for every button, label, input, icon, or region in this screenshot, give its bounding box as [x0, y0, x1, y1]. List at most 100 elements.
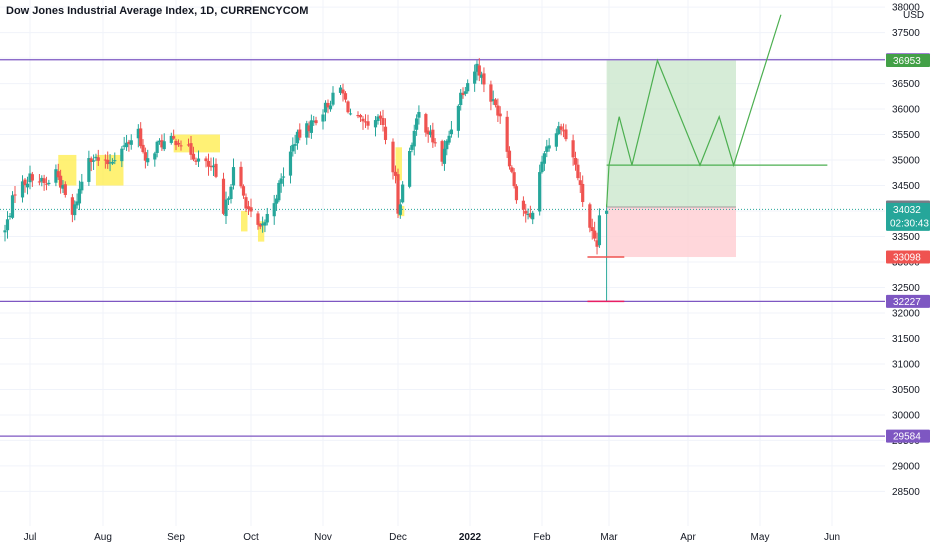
candle-body: [261, 223, 265, 226]
candle-body: [391, 141, 395, 173]
candle-body: [341, 89, 345, 94]
candle-body: [94, 156, 98, 159]
candle-body: [143, 152, 147, 161]
candle-body: [401, 184, 405, 203]
y-tick-label: 35000: [892, 156, 920, 167]
candle-body: [545, 146, 549, 152]
candle-body: [54, 169, 58, 183]
y-tick-label: 29000: [892, 461, 920, 472]
candle-body: [491, 99, 495, 101]
candle-body: [595, 240, 599, 247]
candle-body: [221, 178, 226, 214]
candle-body: [461, 92, 465, 95]
y-tick-label: 35500: [892, 130, 920, 141]
candle-body: [162, 141, 166, 150]
price-axis[interactable]: 2850029000295003000030500310003150032000…: [885, 0, 932, 550]
candle-body: [338, 87, 343, 93]
candle-body: [256, 213, 260, 225]
candle-body: [146, 158, 150, 163]
candle-body: [323, 102, 328, 113]
candle-body: [321, 114, 325, 122]
candle-body: [80, 181, 84, 191]
candle-body: [295, 131, 300, 144]
candle-body: [554, 133, 558, 147]
highlight-box: [58, 154, 77, 186]
candle-body: [590, 227, 594, 232]
x-tick-label: May: [751, 532, 770, 543]
candle-body: [87, 158, 91, 182]
level-badge-low-text: 29584: [893, 432, 921, 443]
price-axis-background: [885, 0, 932, 550]
y-tick-label: 32500: [892, 283, 920, 294]
candle-body: [8, 215, 12, 218]
candle-body: [293, 144, 297, 146]
y-tick-label: 31000: [892, 359, 920, 370]
candle-body: [376, 116, 380, 122]
candle-body: [573, 157, 578, 165]
candle-body: [298, 129, 302, 138]
candle-body: [56, 171, 60, 178]
x-tick-label: Nov: [314, 532, 332, 543]
candle-body: [186, 144, 191, 146]
candle-body: [496, 105, 500, 116]
candle-body: [288, 151, 293, 176]
y-tick-label: 30500: [892, 385, 920, 396]
x-tick-label: Aug: [94, 532, 112, 543]
candle-body: [507, 150, 512, 167]
candle-body: [20, 181, 25, 198]
candle-body: [356, 115, 360, 117]
candle-body: [564, 129, 568, 140]
candle-body: [528, 213, 532, 218]
candle-body: [314, 120, 318, 124]
y-tick-label: 30000: [892, 410, 920, 421]
candle-body: [42, 178, 46, 183]
candle-body: [410, 144, 414, 150]
candle-body: [108, 162, 112, 164]
time-axis[interactable]: Jul Aug Sep Oct Nov Dec 2022 Feb Mar Apr May Jun: [24, 532, 840, 543]
candle-body: [393, 171, 398, 176]
stop-badge: [886, 250, 930, 264]
candle-body: [136, 128, 140, 139]
candle-body: [120, 148, 124, 162]
stop-badge-text: 33098: [893, 253, 921, 264]
level-badge-mid: [886, 294, 930, 308]
candle-body: [214, 163, 218, 177]
candle-body: [153, 153, 157, 160]
candle-body: [244, 197, 248, 209]
candle-body: [531, 212, 535, 220]
candle-body: [343, 93, 348, 100]
target-badge-text: 36953: [893, 56, 921, 67]
candle-body: [263, 222, 267, 226]
candle-body: [91, 160, 96, 162]
candle-body: [588, 204, 592, 228]
candle-body: [424, 114, 428, 133]
candle-body: [139, 128, 143, 147]
candle-body: [498, 113, 502, 117]
highlight-box: [395, 147, 402, 181]
candle-body: [246, 206, 251, 210]
candle-body: [542, 153, 546, 164]
candle-body: [231, 167, 236, 186]
candle-body: [557, 126, 561, 134]
candle-body: [37, 181, 42, 183]
x-tick-label: Jul: [24, 532, 37, 543]
x-tick-label: 2022: [459, 532, 482, 543]
candle-body: [28, 173, 32, 183]
candle-body: [307, 125, 311, 132]
highlight-box: [257, 221, 265, 242]
candle-body: [189, 143, 193, 155]
candle-body: [124, 142, 129, 148]
candle-body: [417, 111, 421, 118]
target-zone: [606, 60, 736, 207]
candle-body: [514, 186, 519, 201]
candle-body: [482, 73, 486, 85]
candle-body: [440, 141, 444, 162]
candle-body: [141, 144, 145, 153]
candle-body: [258, 224, 262, 227]
x-tick-label: Feb: [533, 532, 551, 543]
last-price-badge-countdown: 02:30:43: [890, 218, 929, 229]
candle-body: [272, 203, 276, 217]
candle-body: [493, 99, 498, 106]
candle-body: [605, 210, 609, 214]
